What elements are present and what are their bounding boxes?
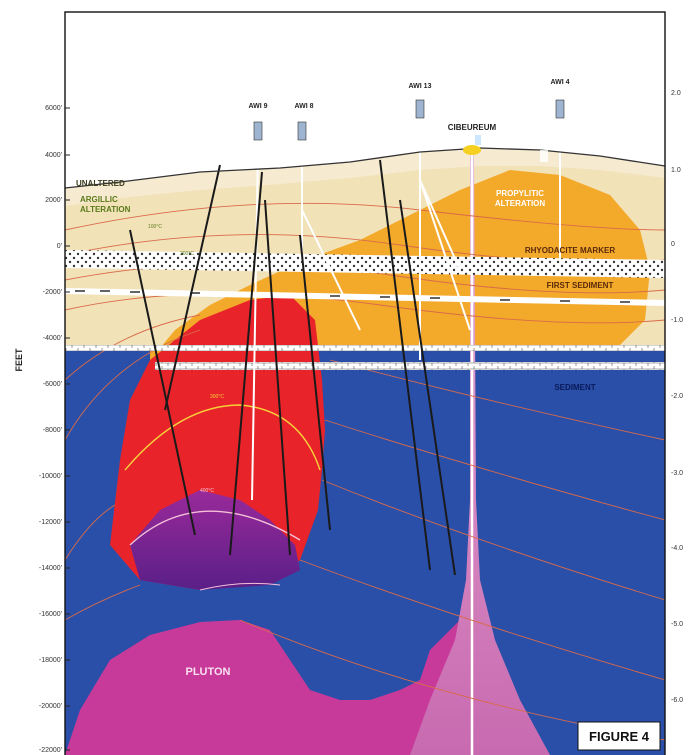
isotherm-label: 300°C — [210, 394, 224, 400]
right-tick-label: 0 — [671, 241, 675, 248]
well-label-awi13: AWI 13 — [409, 83, 432, 90]
tick-label: -4000' — [43, 335, 62, 342]
cibeureum-spring — [463, 145, 481, 155]
tick-label: -12000' — [39, 519, 62, 526]
tick-label: -16000' — [39, 611, 62, 618]
argillic-label-1: ARGILLIC — [80, 195, 118, 204]
well-label-awi8: AWI 8 — [294, 103, 313, 110]
propylitic-label-1: PROPYLITIC — [496, 189, 544, 198]
right-tick-label: -6.0 — [671, 697, 683, 704]
tick-label: -10000' — [39, 473, 62, 480]
right-tick-label: -3.0 — [671, 470, 683, 477]
tick-label: -8000' — [43, 427, 62, 434]
purple-core-zone — [130, 490, 300, 590]
figure-label-box — [577, 721, 661, 751]
cibeureum-label: CIBEUREUM — [448, 123, 497, 132]
feeder-plume — [410, 150, 550, 755]
tick-label: -22000' — [39, 747, 62, 754]
isotherm-label: 400°C — [200, 488, 214, 494]
isotherm-label: 200°C — [180, 251, 194, 257]
tick-label: 0' — [57, 243, 62, 250]
sediment-layer-lower — [155, 362, 665, 370]
tick-label: 4000' — [45, 152, 62, 159]
left-axis: 6000' 4000' 2000' 0' -2000' -4000' -6000… — [14, 105, 70, 754]
right-tick-label: -5.0 — [671, 621, 683, 628]
axis-title: FEET — [14, 348, 24, 372]
tick-label: -18000' — [39, 657, 62, 664]
right-tick-label: 1.0 — [671, 167, 681, 174]
isotherm-label: 100°C — [148, 224, 162, 230]
propylitic-label-2: ALTERATION — [495, 199, 546, 208]
tick-label: -2000' — [43, 289, 62, 296]
right-tick-label: 2.0 — [671, 90, 681, 97]
tick-label: -14000' — [39, 565, 62, 572]
first-sediment-label: FIRST SEDIMENT — [547, 281, 614, 290]
right-tick-label: -4.0 — [671, 545, 683, 552]
sediment-label: SEDIMENT — [554, 383, 595, 392]
well-label-awi9: AWI 9 — [248, 103, 267, 110]
sediment-layer-upper — [65, 345, 665, 351]
fault-lines — [129, 159, 456, 576]
unaltered-band — [65, 148, 665, 206]
tick-label: 6000' — [45, 105, 62, 112]
tick-label: -6000' — [43, 381, 62, 388]
figure-label: FIGURE 4 — [589, 729, 650, 744]
pluton-label: PLUTON — [185, 666, 230, 678]
tick-label: -20000' — [39, 703, 62, 710]
right-tick-label: -1.0 — [671, 317, 683, 324]
right-axis: 2.0 1.0 0 -1.0 -2.0 -3.0 -4.0 -5.0 -6.0 — [671, 90, 683, 704]
right-tick-label: -2.0 — [671, 393, 683, 400]
well-heads — [253, 99, 565, 141]
first-sediment-layer — [65, 288, 665, 306]
rhyodacite-marker-layer — [65, 250, 665, 278]
ground-surface — [65, 147, 665, 189]
well-label-awi4: AWI 4 — [550, 79, 569, 86]
unaltered-label: UNALTERED — [76, 179, 125, 188]
well-bores — [251, 120, 561, 501]
tick-label: 2000' — [45, 197, 62, 204]
argillic-label-2: ALTERATION — [80, 205, 131, 214]
rhyodacite-label: RHYODACITE MARKER — [525, 246, 615, 255]
